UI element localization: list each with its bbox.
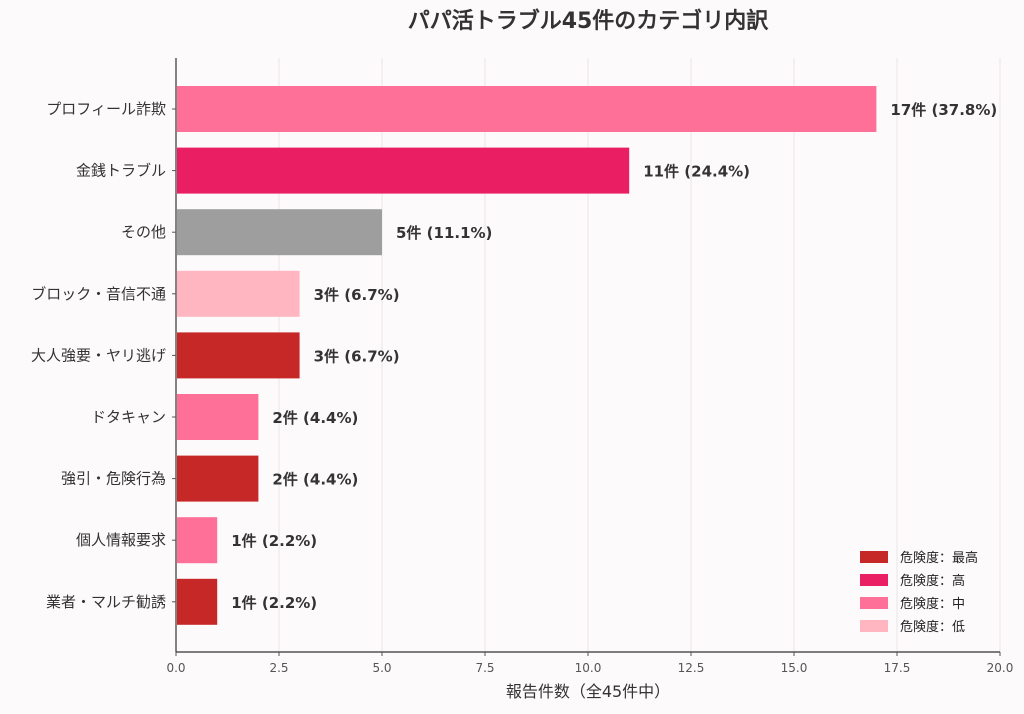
bar (177, 147, 630, 194)
bar (177, 394, 259, 440)
bar (177, 332, 300, 379)
x-tick-label: 7.5 (475, 661, 494, 675)
x-tick-label: 15.0 (781, 661, 808, 675)
legend-label: 危険度：中 (900, 596, 965, 612)
category-label: 個人情報要求 (76, 531, 166, 549)
data-label: 1件 (2.2%) (231, 532, 317, 550)
legend-swatch (860, 620, 888, 632)
category-labels: プロフィール詐欺金銭トラブルその他ブロック・音信不通大人強要・ヤリ逃げドタキャン… (31, 100, 176, 611)
bar (177, 270, 300, 317)
data-label: 1件 (2.2%) (231, 594, 317, 612)
data-label: 5件 (11.1%) (396, 224, 492, 242)
legend-swatch (860, 551, 888, 563)
data-label: 11件 (24.4%) (643, 163, 750, 181)
category-label: 業者・マルチ勧誘 (46, 593, 166, 611)
bar (177, 455, 259, 502)
x-tick-label: 5.0 (372, 661, 391, 675)
legend-label: 危険度：低 (900, 619, 965, 635)
x-tick-labels: 0.0 2.5 5.0 7.5 10.0 12.5 15.0 17.5 20.0 (166, 652, 1013, 675)
bar (177, 517, 218, 564)
chart-title: パパ活トラブル45件のカテゴリ内訳 (408, 8, 770, 34)
bar (177, 578, 218, 625)
x-tick-label: 0.0 (166, 661, 185, 675)
category-label: ドタキャン (91, 408, 166, 426)
x-axis-label: 報告件数（全45件中） (506, 682, 670, 701)
x-tick-label: 17.5 (884, 661, 911, 675)
category-label: 強引・危険行為 (61, 470, 166, 488)
x-tick-label: 10.0 (575, 661, 602, 675)
x-tick-label: 20.0 (987, 661, 1014, 675)
category-label: 金銭トラブル (76, 162, 166, 180)
category-label: ブロック・音信不通 (31, 285, 166, 303)
legend-label: 危険度：最高 (900, 550, 978, 566)
legend-swatch (860, 574, 888, 586)
data-label: 3件 (6.7%) (314, 347, 400, 365)
x-tick-label: 12.5 (678, 661, 705, 675)
data-label: 3件 (6.7%) (314, 286, 400, 304)
data-labels: 17件 (37.8%) 11件 (24.4%) 5件 (11.1%) 3件 (6.7%… (231, 101, 997, 612)
x-tick-label: 2.5 (269, 661, 288, 675)
data-label: 2件 (4.4%) (272, 409, 358, 427)
category-label: その他 (121, 223, 166, 241)
bar (177, 86, 877, 132)
data-label: 17件 (37.8%) (890, 101, 997, 119)
legend-swatch (860, 597, 888, 609)
category-label: プロフィール詐欺 (46, 100, 166, 118)
bars (177, 86, 877, 625)
data-label: 2件 (4.4%) (272, 471, 358, 489)
legend-label: 危険度：高 (900, 573, 965, 589)
category-label: 大人強要・ヤリ逃げ (31, 346, 166, 364)
bar (177, 209, 382, 256)
